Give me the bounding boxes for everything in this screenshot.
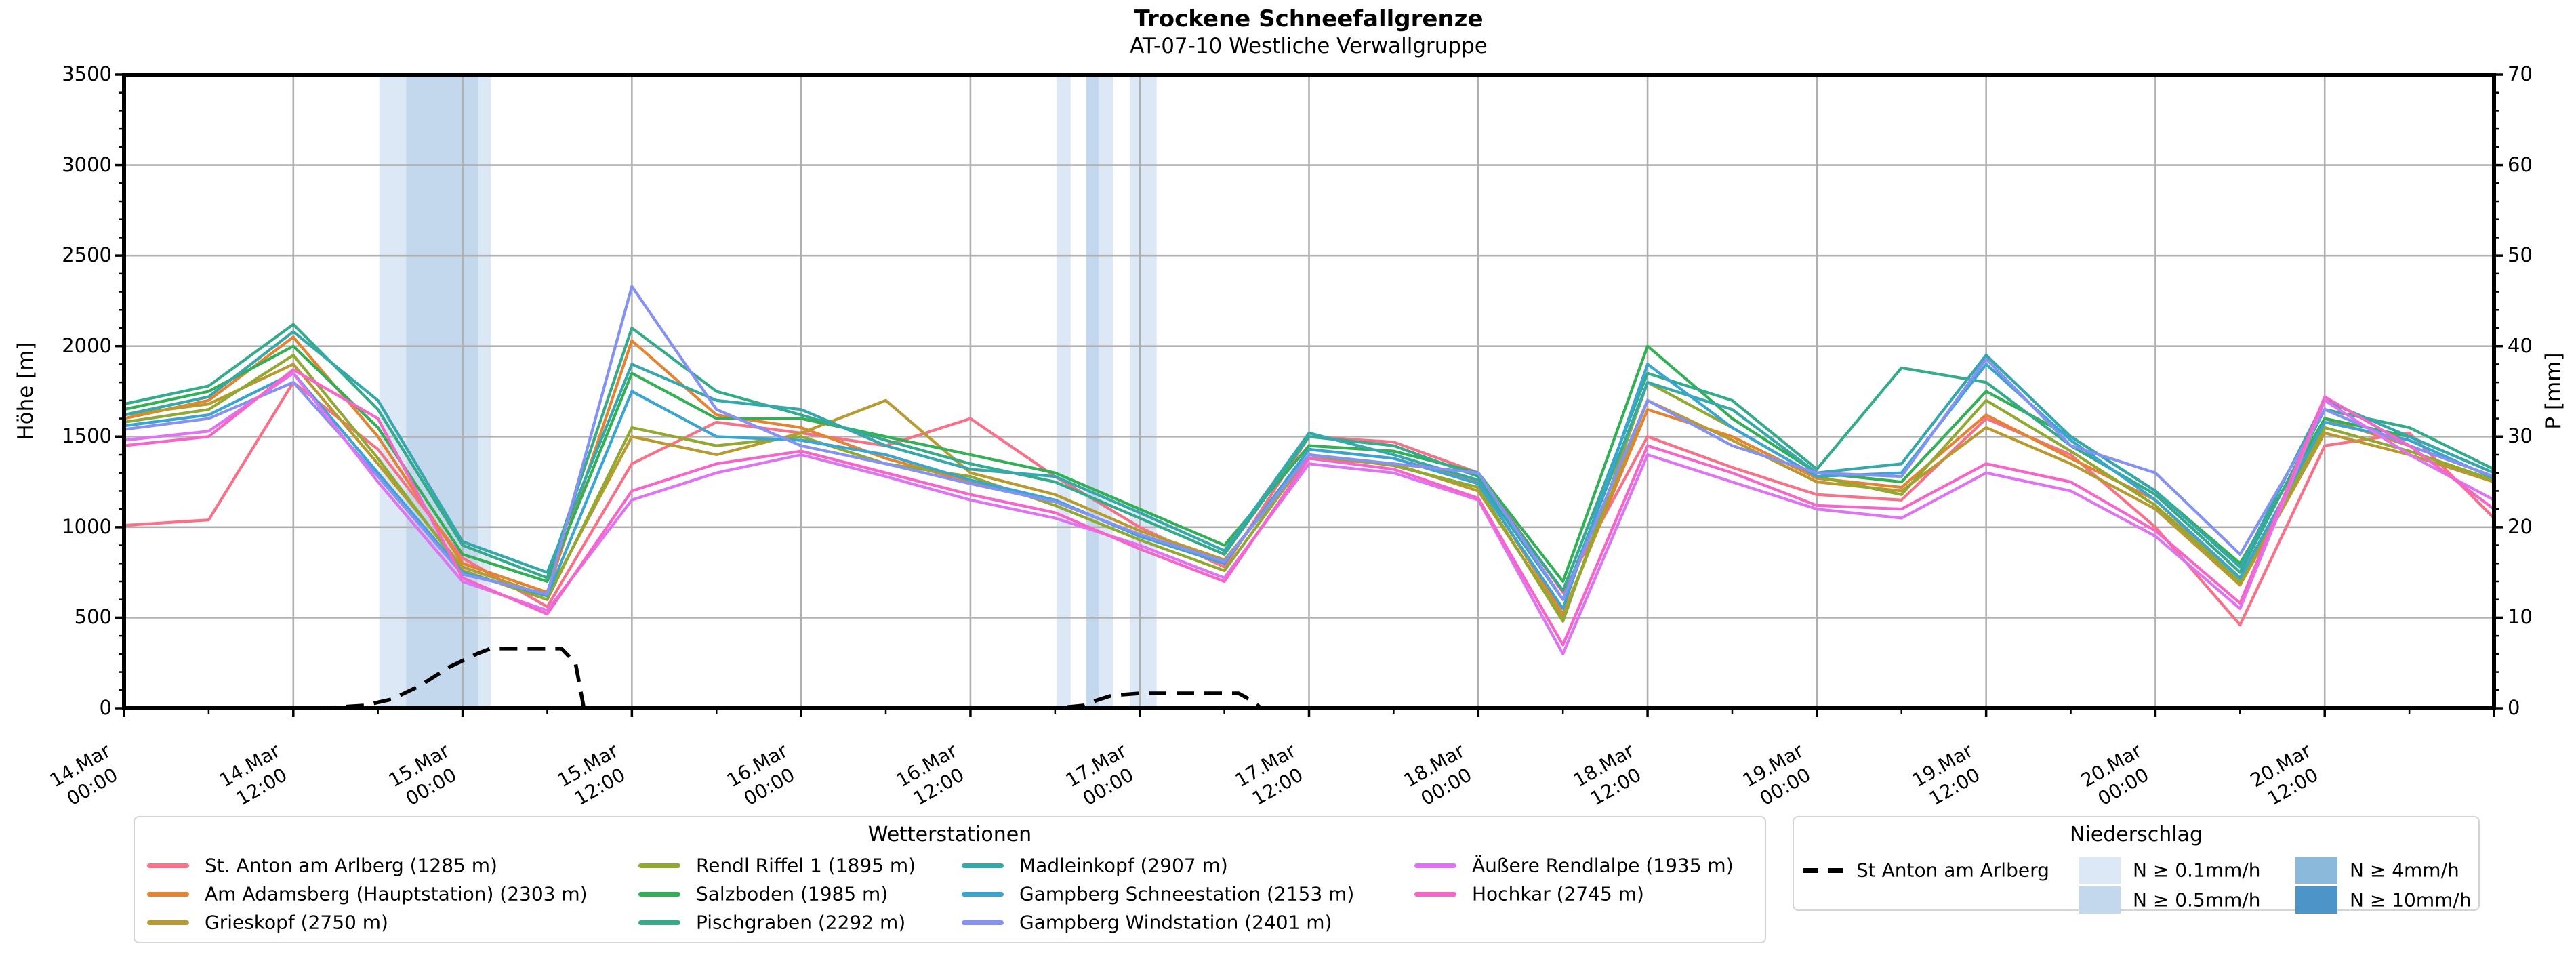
- legend-label: Am Adamsberg (Hauptstation) (2303 m): [205, 882, 588, 905]
- legend-label: Äußere Rendlalpe (1935 m): [1472, 854, 1734, 877]
- y-tick-label-right: 50: [2508, 243, 2533, 267]
- legend-label: Madleinkopf (2907 m): [1019, 854, 1228, 877]
- precip-band: [1086, 75, 1099, 708]
- y-tick-label-right: 60: [2508, 152, 2533, 176]
- precip-patch-label: N ≥ 0.5mm/h: [2133, 888, 2261, 912]
- stations-legend: Wetterstationen St. Anton am Arlberg (12…: [134, 816, 1766, 943]
- y-tick-label-left: 2000: [62, 333, 112, 357]
- precip-patch-label: N ≥ 10mm/h: [2350, 888, 2472, 912]
- precip-band: [478, 75, 491, 708]
- legend-swatch: [1414, 863, 1456, 868]
- precip-legend-line-item: St Anton am Arlberg: [1856, 859, 2049, 882]
- y-tick-label-left: 3500: [62, 62, 112, 85]
- legend-swatch: [962, 891, 1004, 897]
- y-tick-label-right: 0: [2508, 696, 2520, 719]
- y-tick-label-left: 3000: [62, 152, 112, 176]
- precip-patch: [2079, 886, 2121, 914]
- legend-swatch: [962, 863, 1004, 868]
- y-tick-label-left: 1500: [62, 424, 112, 448]
- legend-swatch: [147, 891, 189, 897]
- legend-label: Pischgraben (2292 m): [696, 911, 906, 934]
- precip-band: [1056, 75, 1071, 708]
- chart-subtitle: AT-07-10 Westliche Verwallgruppe: [1130, 34, 1488, 58]
- legend-swatch: [1414, 891, 1456, 897]
- precip-bands: [379, 75, 1157, 708]
- y-tick-label-left: 500: [74, 605, 112, 629]
- y-tick-label-right: 20: [2508, 514, 2533, 538]
- legend-label: Hochkar (2745 m): [1472, 882, 1644, 905]
- stations-legend-title: Wetterstationen: [867, 823, 1032, 846]
- y-tick-label-right: 30: [2508, 424, 2533, 448]
- legend-label: Gampberg Schneestation (2153 m): [1019, 882, 1355, 905]
- y-tick-label-left: 1000: [62, 514, 112, 538]
- series-line-10: [122, 368, 2496, 647]
- precip-patch: [2295, 857, 2337, 884]
- axis-frame: [115, 73, 2503, 717]
- dashed-line-swatch: [1803, 867, 1843, 873]
- legend-label: Gampberg Windstation (2401 m): [1019, 911, 1332, 934]
- precip-patch: [2295, 886, 2337, 914]
- series-line-5: [122, 323, 2496, 592]
- legend-label: Grieskopf (2750 m): [205, 911, 388, 934]
- legend-swatch: [147, 863, 189, 868]
- precip-band: [406, 75, 478, 708]
- legend-swatch: [638, 863, 680, 868]
- y-tick-label-right: 70: [2508, 62, 2533, 85]
- precip-band: [379, 75, 407, 708]
- legend-swatch: [638, 920, 680, 925]
- legend-label: Rendl Riffel 1 (1895 m): [696, 854, 916, 877]
- precip-band: [1130, 75, 1157, 708]
- y-tick-label-right: 10: [2508, 605, 2533, 629]
- precip-legend: Niederschlag St Anton am Arlberg N ≥ 0.1m…: [1793, 816, 2480, 914]
- precip-patch-label: N ≥ 0.1mm/h: [2133, 859, 2261, 882]
- precip-band: [1099, 75, 1113, 708]
- legend-label: St. Anton am Arlberg (1285 m): [205, 854, 497, 877]
- legend-swatch: [962, 920, 1004, 925]
- y-tick-label-right: 40: [2508, 333, 2533, 357]
- chart-title: Trockene Schneefallgrenze: [1134, 5, 1484, 33]
- legend-swatch: [638, 891, 680, 897]
- y-axis-label-right: P [mm]: [2541, 352, 2566, 430]
- legend-label: Salzboden (1985 m): [696, 882, 888, 905]
- legend-swatch: [147, 920, 189, 925]
- y-tick-label-left: 0: [99, 696, 112, 719]
- series-line-8: [122, 285, 2496, 601]
- y-tick-label-left: 2500: [62, 243, 112, 267]
- precip-legend-title: Niederschlag: [2070, 823, 2203, 846]
- series-lines: [122, 285, 2496, 655]
- precip-patch: [2079, 857, 2121, 884]
- gridlines: [124, 75, 2494, 708]
- precip-patch-label: N ≥ 4mm/h: [2350, 859, 2459, 882]
